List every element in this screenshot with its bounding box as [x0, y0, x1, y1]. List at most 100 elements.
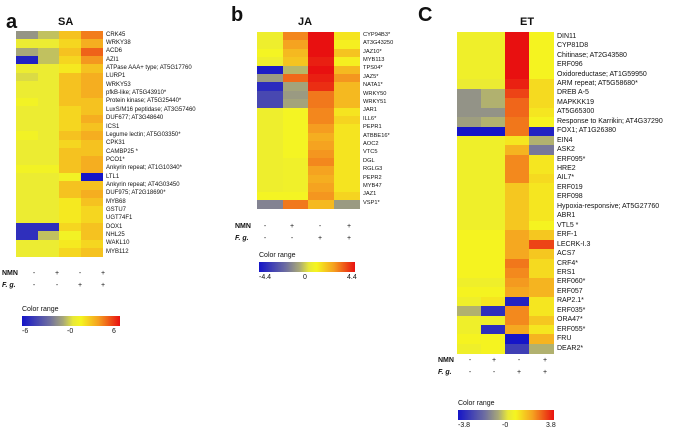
heatmap-cell — [257, 90, 284, 100]
gene-label: ATBBE16* — [363, 132, 390, 139]
heatmap-cell — [457, 239, 482, 250]
heatmap-cell — [505, 249, 530, 260]
heatmap-cell — [80, 172, 103, 182]
gene-label: ERF019 — [557, 183, 583, 191]
heatmap-cell — [481, 258, 506, 269]
heatmap-cell — [505, 69, 530, 80]
heatmap-cell — [37, 172, 60, 182]
gene-label: AIL7* — [557, 174, 575, 182]
heatmap-cell — [505, 324, 530, 335]
colorbar-tick: -6 — [22, 328, 29, 335]
heatmap-cell — [481, 164, 506, 175]
treatment-value: + — [542, 369, 548, 376]
gene-label: ACD6 — [106, 48, 123, 55]
heatmap-cell — [37, 198, 60, 207]
heatmap-cell — [257, 149, 284, 159]
heatmap-cell — [481, 277, 506, 288]
treatment-value: + — [77, 282, 83, 289]
gene-label: WRKY51 — [363, 99, 387, 106]
heatmap-cell — [481, 211, 506, 222]
heatmap-cell — [481, 202, 506, 213]
heatmap-cell — [481, 126, 506, 137]
gene-label: ORA47* — [557, 316, 583, 324]
gene-label: Ankyrin repeat; AT4G03450 — [106, 181, 180, 188]
treatment-value: - — [263, 235, 267, 242]
heatmap-cell — [529, 88, 554, 99]
heatmap-cell — [457, 287, 482, 298]
gene-label: MYB113 — [363, 57, 385, 64]
heatmap-cell — [505, 258, 530, 269]
heatmap-cell — [529, 126, 554, 137]
heatmap-cell — [282, 124, 309, 134]
heatmap-cell — [457, 50, 482, 61]
heatmap-cell — [457, 60, 482, 71]
heatmap-cell — [505, 334, 530, 345]
heatmap-cell — [37, 64, 60, 74]
gene-label: ASK2 — [557, 146, 575, 154]
gene-label: PEPR2 — [363, 174, 382, 181]
heatmap-cell — [505, 88, 530, 99]
heatmap-cell — [59, 231, 82, 241]
heatmap-cell — [308, 141, 335, 151]
gene-label: MYB112 — [106, 248, 129, 255]
panel-letter: a — [6, 11, 18, 33]
heatmap-cell — [282, 200, 309, 209]
heatmap-cell — [333, 82, 360, 92]
heatmap-cell — [481, 154, 506, 165]
heatmap-cell — [16, 156, 39, 166]
heatmap-cell — [37, 139, 60, 149]
heatmap-cell — [37, 114, 60, 124]
heatmap-cell — [529, 117, 554, 128]
gene-label: CYP94B3* — [363, 31, 391, 38]
heatmap-cell — [333, 57, 360, 67]
heatmap-cell — [481, 50, 506, 61]
heatmap-cell — [37, 72, 60, 82]
heatmap-cell — [505, 173, 530, 184]
heatmap-cell — [59, 239, 82, 249]
heatmap-cell — [529, 173, 554, 184]
heatmap-cell — [80, 89, 103, 99]
treatment-name: NMN — [235, 223, 251, 230]
treatment-value: + — [100, 270, 106, 277]
heatmap-cell — [333, 65, 360, 75]
heatmap-cell — [505, 192, 530, 203]
heatmap-cell — [59, 72, 82, 82]
heatmap-cell — [37, 106, 60, 116]
treatment-value: - — [32, 270, 36, 277]
heatmap-cell — [59, 31, 82, 40]
heatmap-cell — [16, 147, 39, 157]
gene-label: WAKL10 — [106, 240, 130, 247]
heatmap-cell — [308, 166, 335, 176]
heatmap-cell — [308, 124, 335, 134]
heatmap-cell — [16, 181, 39, 191]
heatmap-cell — [37, 81, 60, 91]
heatmap-cell — [282, 174, 309, 184]
heatmap-cell — [282, 90, 309, 100]
gene-label: MYB47 — [363, 183, 382, 190]
heatmap-cell — [80, 239, 103, 249]
heatmap-cell — [457, 41, 482, 52]
heatmap-cell — [59, 89, 82, 99]
treatment-name: F. g. — [235, 235, 249, 242]
heatmap-cell — [80, 189, 103, 199]
heatmap-cell — [80, 97, 103, 107]
panel-letter: C — [418, 4, 433, 26]
heatmap-cell — [16, 214, 39, 224]
heatmap-cell — [457, 135, 482, 146]
heatmap-cell — [457, 173, 482, 184]
heatmap-cell — [16, 31, 39, 40]
heatmap-cell — [529, 41, 554, 52]
heatmap-cell — [457, 334, 482, 345]
heatmap-cell — [505, 287, 530, 298]
panel-title: SA — [58, 16, 74, 28]
gene-label: ERF060* — [557, 278, 586, 286]
heatmap-cell — [37, 164, 60, 174]
heatmap-cell — [80, 64, 103, 74]
panel-title: JA — [298, 16, 313, 28]
gene-label: DIN11 — [557, 32, 577, 40]
heatmap-cell — [333, 107, 360, 117]
colorbar-title: Color range — [259, 252, 296, 259]
gene-label: CRK45 — [106, 31, 126, 38]
gene-label: DREB A-5 — [557, 89, 589, 97]
gene-label: LuxS/M16 peptidase; AT3G57460 — [106, 106, 196, 113]
